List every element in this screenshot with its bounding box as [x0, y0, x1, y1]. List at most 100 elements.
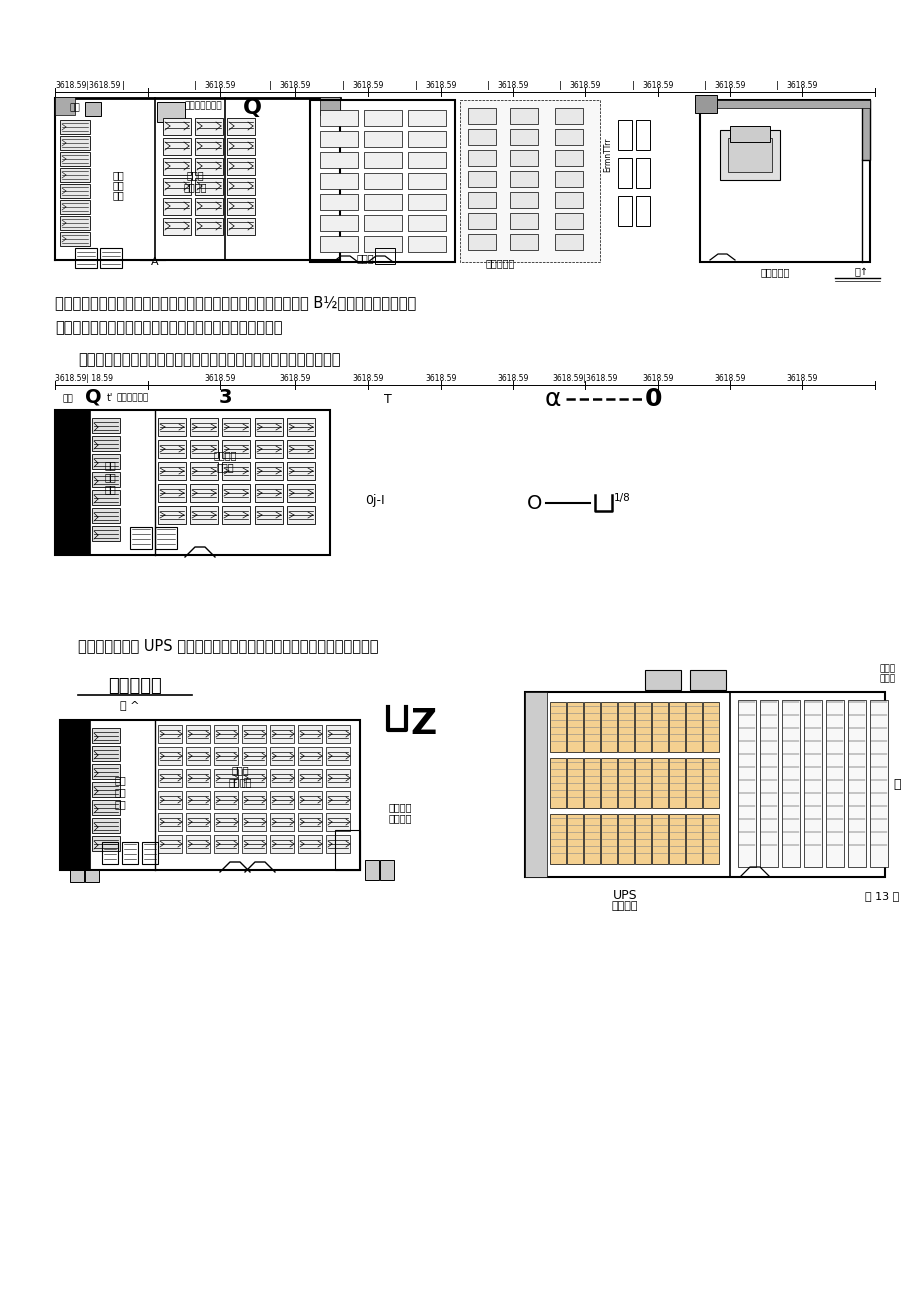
Bar	[525, 692, 547, 877]
Bar	[325, 791, 349, 809]
Bar	[652, 814, 667, 864]
Bar	[92, 436, 119, 451]
Text: |: |	[775, 81, 777, 90]
Bar	[92, 745, 119, 761]
Bar	[186, 813, 210, 831]
Bar	[60, 168, 90, 182]
Bar	[269, 725, 294, 743]
Bar	[287, 440, 314, 458]
Bar	[154, 527, 176, 549]
Bar	[468, 193, 495, 208]
Bar	[364, 235, 402, 252]
Text: 第一阶段：完毕培训室及学术会议室内的物件搬迁，以及墙体拆除；: 第一阶段：完毕培训室及学术会议室内的物件搬迁，以及墙体拆除；	[78, 353, 340, 367]
Bar	[509, 234, 538, 250]
Bar	[60, 137, 90, 150]
Bar	[320, 215, 357, 232]
Bar	[468, 170, 495, 187]
Bar	[60, 719, 90, 870]
Bar	[702, 703, 719, 752]
Text: Q: Q	[243, 98, 261, 118]
Bar	[702, 814, 719, 864]
Bar	[550, 814, 565, 864]
Bar	[364, 131, 402, 147]
Text: T: T	[384, 393, 391, 406]
Text: 3618.59|3618.59: 3618.59|3618.59	[55, 81, 120, 90]
Bar	[325, 769, 349, 787]
Bar	[92, 729, 119, 743]
Bar	[92, 800, 119, 814]
Bar	[668, 758, 685, 808]
Bar	[221, 418, 250, 436]
Text: |: |	[414, 81, 417, 90]
Bar	[618, 814, 633, 864]
Bar	[364, 111, 402, 126]
Text: 3618.59| 18.59: 3618.59| 18.59	[55, 373, 113, 382]
Text: 备机房: 备机房	[216, 462, 233, 472]
Bar	[242, 769, 266, 787]
Bar	[55, 410, 90, 556]
Bar	[686, 703, 701, 752]
Text: 培训室: 培训室	[356, 252, 373, 263]
Bar	[668, 703, 685, 752]
Bar	[186, 835, 210, 853]
Bar	[407, 173, 446, 189]
Bar	[130, 527, 152, 549]
Bar	[92, 418, 119, 433]
Bar	[320, 173, 357, 189]
Text: Z: Z	[410, 706, 436, 742]
Bar	[509, 193, 538, 208]
Bar	[298, 769, 322, 787]
Bar	[163, 138, 191, 155]
Text: 3618.59: 3618.59	[279, 81, 311, 90]
Bar	[158, 835, 182, 853]
Bar	[100, 248, 122, 268]
Text: ErmnTTrr: ErmnTTrr	[603, 138, 612, 172]
Bar	[255, 440, 283, 458]
Text: 3618.59: 3618.59	[641, 81, 673, 90]
Bar	[269, 747, 294, 765]
Bar	[407, 111, 446, 126]
Bar	[190, 440, 218, 458]
Bar	[158, 769, 182, 787]
Bar	[468, 234, 495, 250]
Bar	[186, 747, 210, 765]
Bar	[214, 791, 238, 809]
Text: 0j-I: 0j-I	[365, 493, 384, 506]
Text: 飘台: 飘台	[62, 394, 74, 403]
Bar	[287, 418, 314, 436]
Text: 「空调室外机组: 「空调室外机组	[185, 101, 222, 111]
Bar	[298, 747, 322, 765]
Text: 服务器: 服务器	[231, 765, 248, 775]
Bar	[468, 150, 495, 167]
Bar	[158, 440, 186, 458]
Text: 飘台: 飘台	[70, 104, 80, 112]
Bar	[325, 835, 349, 853]
Bar	[407, 131, 446, 147]
Bar	[554, 129, 583, 144]
Text: |: |	[268, 81, 271, 90]
Bar	[325, 725, 349, 743]
Bar	[600, 703, 617, 752]
Bar	[214, 747, 238, 765]
Bar	[335, 830, 359, 870]
Bar	[364, 215, 402, 232]
Bar	[269, 791, 294, 809]
Bar	[468, 108, 495, 124]
Bar	[70, 870, 84, 882]
Bar	[364, 194, 402, 209]
Text: |: |	[630, 81, 634, 90]
Bar	[163, 198, 191, 215]
Bar	[195, 198, 222, 215]
Bar	[320, 98, 340, 114]
Bar	[60, 152, 90, 167]
Bar	[158, 418, 186, 436]
Bar	[600, 758, 617, 808]
Bar	[320, 111, 357, 126]
Bar	[298, 835, 322, 853]
Bar	[634, 758, 651, 808]
Bar	[190, 418, 218, 436]
Bar	[158, 813, 182, 831]
Bar	[320, 235, 357, 252]
Bar	[634, 703, 651, 752]
Text: 3618.59: 3618.59	[713, 81, 745, 90]
